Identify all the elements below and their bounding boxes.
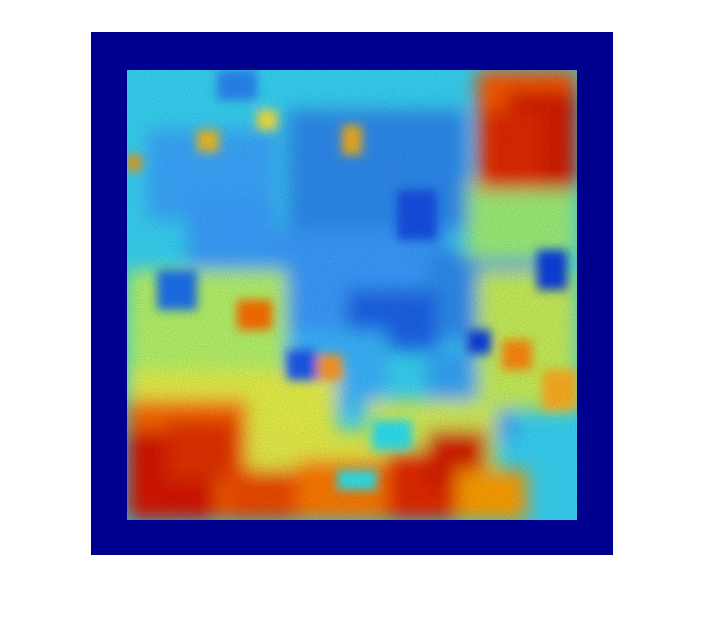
noise-overlay <box>127 70 577 520</box>
image-frame <box>91 32 613 555</box>
heatmap-image <box>127 70 577 520</box>
